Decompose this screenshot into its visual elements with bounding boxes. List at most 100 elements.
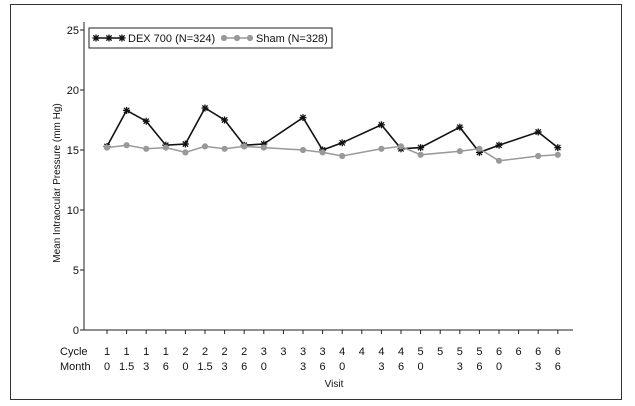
y-tick-label: 10 <box>67 205 79 217</box>
x-tick-cycle-label: 4 <box>359 346 365 358</box>
x-tick-cycle-label: 3 <box>320 346 326 358</box>
x-axis-label: Visit <box>325 379 344 390</box>
legend-label: Sham (N=328) <box>256 33 328 45</box>
legend-label: DEX 700 (N=324) <box>128 33 215 45</box>
x-ticks: 1 0 1 1.5 1 3 1 6 2 0 2 1.5 2 3 2 6 3 0 3 3 3 3 6 4 0 4 4 3 4 6 5 0 5 5 3 5… <box>104 330 561 373</box>
x-tick-cycle-label: 3 <box>261 346 267 358</box>
x-tick-cycle-label: 2 <box>202 346 208 358</box>
x-tick-cycle-label: 3 <box>280 346 286 358</box>
x-tick-cycle-label: 1 <box>143 346 149 358</box>
x-tick-cycle-label: 3 <box>300 346 306 358</box>
month-row-label: Month <box>60 361 91 373</box>
x-tick-cycle-label: 2 <box>222 346 228 358</box>
data-point <box>456 148 463 155</box>
y-tick-label: 0 <box>73 325 79 337</box>
data-point <box>554 151 561 158</box>
x-tick-month-label: 3 <box>300 361 306 373</box>
x-tick-month-label: 3 <box>457 361 463 373</box>
x-tick-month-label: 6 <box>320 361 326 373</box>
x-tick-month-label: 1.5 <box>197 361 212 373</box>
x-tick-cycle-label: 6 <box>535 346 541 358</box>
data-point <box>143 145 150 152</box>
cycle-row-label: Cycle <box>60 346 88 358</box>
legend-marker <box>233 34 241 42</box>
legend-box <box>88 27 333 49</box>
legend-marker <box>92 34 100 42</box>
x-tick-month-label: 3 <box>378 361 384 373</box>
legend-marker <box>105 34 113 42</box>
data-point <box>221 145 228 152</box>
y-tick-label: 20 <box>67 85 79 97</box>
data-point <box>377 121 385 129</box>
x-tick-month-label: 3 <box>143 361 149 373</box>
legend: DEX 700 (N=324) Sham (N=328) <box>88 27 333 49</box>
x-tick-cycle-label: 5 <box>476 346 482 358</box>
series-line <box>106 144 558 162</box>
data-point <box>417 144 425 152</box>
x-tick-month-label: 0 <box>182 361 188 373</box>
legend-marker <box>246 34 254 42</box>
x-tick-cycle-label: 5 <box>437 346 443 358</box>
data-point <box>162 144 169 151</box>
data-point <box>201 104 209 112</box>
x-tick-month-label: 1.5 <box>119 361 134 373</box>
x-tick-cycle-label: 2 <box>241 346 247 358</box>
x-tick-month-label: 0 <box>496 361 502 373</box>
x-tick-cycle-label: 5 <box>457 346 463 358</box>
legend-marker <box>118 34 126 42</box>
data-point <box>495 141 503 149</box>
x-tick-cycle-label: 1 <box>104 346 110 358</box>
y-tick-label: 25 <box>67 25 79 37</box>
x-tick-month-label: 0 <box>104 361 110 373</box>
data-point <box>476 145 483 152</box>
x-tick-cycle-label: 4 <box>378 346 384 358</box>
x-tick-month-label: 0 <box>261 361 267 373</box>
x-tick-month-label: 6 <box>476 361 482 373</box>
data-point <box>319 149 326 156</box>
x-tick-month-label: 6 <box>555 361 561 373</box>
data-point <box>397 143 405 150</box>
data-point <box>103 144 111 151</box>
x-tick-month-label: 6 <box>241 361 247 373</box>
data-point <box>181 140 189 148</box>
x-tick-cycle-label: 1 <box>124 346 130 358</box>
data-point <box>339 152 346 160</box>
data-point <box>221 116 229 124</box>
x-tick-cycle-label: 4 <box>398 346 404 358</box>
data-point <box>495 157 503 164</box>
data-point <box>299 146 307 154</box>
y-ticks: 0 5 10 15 20 25 <box>67 25 84 337</box>
x-tick-cycle-label: 2 <box>182 346 188 358</box>
data-point <box>456 123 464 131</box>
chart-frame <box>10 4 622 400</box>
series-line <box>106 106 559 154</box>
data-point <box>554 144 562 152</box>
data-point <box>142 117 150 125</box>
x-tick-cycle-label: 6 <box>496 346 502 358</box>
data-point <box>241 143 248 150</box>
x-tick-month-label: 6 <box>398 361 404 373</box>
x-tick-month-label: 0 <box>339 361 345 373</box>
data-point <box>182 149 189 156</box>
axes <box>83 22 573 331</box>
y-tick-label: 15 <box>67 145 79 157</box>
data-point <box>417 151 424 158</box>
x-tick-cycle-label: 6 <box>555 346 561 358</box>
series-layer <box>103 104 562 164</box>
data-point <box>123 142 130 149</box>
y-axis-label: Mean Intraocular Pressure (mm Hg) <box>52 103 63 263</box>
legend-marker <box>220 34 228 42</box>
x-tick-cycle-label: 6 <box>516 346 522 358</box>
x-tick-month-label: 3 <box>535 361 541 373</box>
data-point <box>534 128 542 136</box>
data-point <box>378 145 385 152</box>
x-tick-cycle-label: 1 <box>163 346 169 358</box>
data-point <box>535 152 542 160</box>
series-sham <box>103 142 561 164</box>
x-tick-month-label: 0 <box>418 361 424 373</box>
x-tick-month-label: 3 <box>222 361 228 373</box>
x-tick-cycle-label: 5 <box>418 346 424 358</box>
data-point <box>123 106 131 114</box>
y-tick-label: 5 <box>73 265 79 277</box>
